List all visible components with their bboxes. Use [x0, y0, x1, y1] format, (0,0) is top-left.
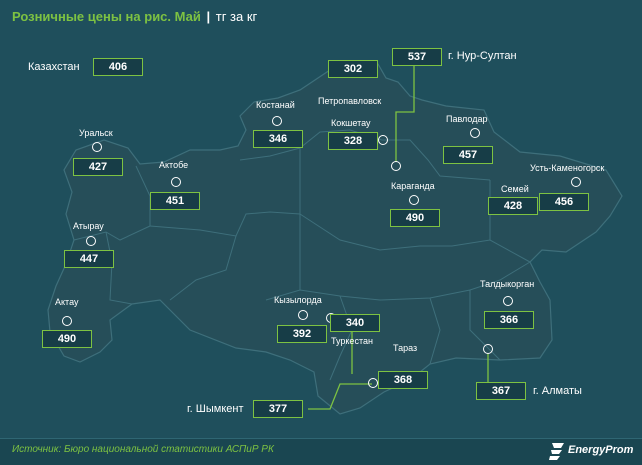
marker-karaganda	[409, 195, 419, 205]
logo-text: EnergyProm	[568, 444, 634, 456]
label-taldykorgan: Талдыкорган	[480, 279, 535, 289]
label-turkestan: Туркестан	[331, 336, 373, 346]
title-separator: |	[206, 9, 211, 24]
price-turkestan: 340	[330, 314, 380, 332]
title-unit: тг за кг	[215, 9, 258, 24]
marker-pavlodar	[470, 128, 480, 138]
label-petropavlovsk: Петропавловск	[318, 96, 382, 106]
title-main: Розничные цены на рис. Май	[12, 9, 201, 24]
label-atyrau: Атырау	[73, 221, 104, 231]
label-aktau: Актау	[55, 297, 79, 307]
marker-almaty	[483, 344, 493, 354]
label-pavlodar: Павлодар	[446, 114, 488, 124]
price-uralsk: 427	[73, 158, 123, 176]
marker-atyrau	[86, 236, 96, 246]
marker-ust-kamenogorsk	[571, 177, 581, 187]
price-nur-sultan: 537	[392, 48, 442, 66]
page-title: Розничные цены на рис. Май | тг за кг	[12, 9, 257, 24]
price-pavlodar: 457	[443, 146, 493, 164]
price-shymkent: 377	[253, 400, 303, 418]
price-kyzylorda: 392	[277, 325, 327, 343]
marker-kostanay	[272, 116, 282, 126]
price-taldykorgan: 366	[484, 311, 534, 329]
label-almaty: г. Алматы	[533, 385, 582, 397]
country-price: 406	[93, 58, 143, 76]
marker-taldykorgan	[503, 296, 513, 306]
label-karaganda: Караганда	[391, 181, 435, 191]
footer-bar	[0, 438, 642, 465]
label-uralsk: Уральск	[79, 128, 113, 138]
label-taraz: Тараз	[393, 343, 418, 353]
marker-kyzylorda	[298, 310, 308, 320]
price-petropavlovsk: 302	[328, 60, 378, 78]
country-label: Казахстан	[28, 61, 80, 73]
price-aktau: 490	[42, 330, 92, 348]
price-karaganda: 490	[390, 209, 440, 227]
price-kostanay: 346	[253, 130, 303, 148]
marker-taraz	[368, 378, 378, 388]
label-aktobe: Актобе	[159, 160, 189, 170]
label-semey: Семей	[501, 184, 529, 194]
marker-kokshetau	[378, 135, 388, 145]
country-shape	[47, 63, 623, 415]
price-almaty: 367	[476, 382, 526, 400]
price-aktobe: 451	[150, 192, 200, 210]
marker-uralsk	[92, 142, 102, 152]
label-ust-kamenogorsk: Усть-Каменогорск	[530, 163, 605, 173]
label-kokshetau: Кокшетау	[331, 118, 371, 128]
label-kyzylorda: Кызылорда	[274, 295, 322, 305]
price-taraz: 368	[378, 371, 428, 389]
marker-aktau	[62, 316, 72, 326]
marker-nur-sultan	[391, 161, 401, 171]
label-nur-sultan: г. Нур-Султан	[448, 50, 517, 62]
energyprom-logo-icon	[549, 443, 564, 460]
price-ust-kamenogorsk: 456	[539, 193, 589, 211]
price-atyrau: 447	[64, 250, 114, 268]
source-note: Источник: Бюро национальной статистики А…	[12, 444, 274, 455]
price-semey: 428	[488, 197, 538, 215]
price-kokshetau: 328	[328, 132, 378, 150]
leader-shymkent	[308, 383, 372, 410]
label-kostanay: Костанай	[256, 100, 295, 110]
marker-aktobe	[171, 177, 181, 187]
region-borders	[73, 129, 531, 381]
label-shymkent: г. Шымкент	[187, 403, 244, 415]
